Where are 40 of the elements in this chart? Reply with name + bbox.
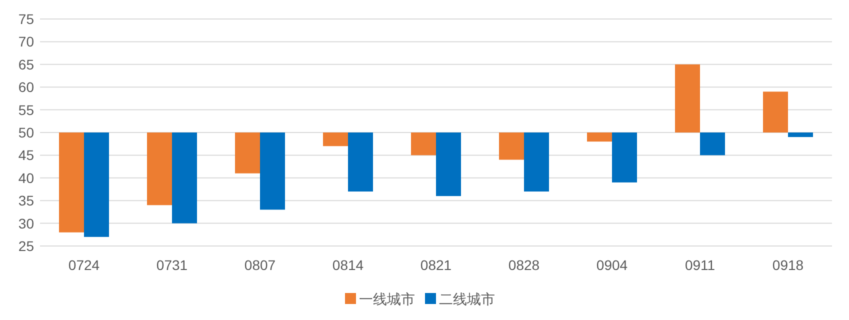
y-tick-label: 75 (18, 11, 34, 27)
bar (348, 132, 373, 192)
legend-label: 二线城市 (439, 291, 495, 307)
y-tick-label: 70 (18, 34, 34, 50)
y-tick-label: 65 (18, 56, 34, 72)
x-tick-label: 0814 (332, 257, 364, 273)
x-tick-label: 0904 (596, 257, 628, 273)
bar (587, 132, 612, 142)
x-tick-label: 0724 (68, 257, 100, 273)
x-tick-label: 0821 (420, 257, 452, 273)
y-tick-label: 60 (18, 79, 34, 96)
bar (524, 132, 549, 192)
bar (235, 132, 260, 174)
bar (260, 132, 285, 210)
x-tick-label: 0828 (508, 257, 540, 273)
x-tick-label: 0731 (156, 257, 188, 273)
bar (700, 132, 725, 156)
y-tick-label: 50 (18, 124, 34, 140)
y-tick-label: 35 (18, 192, 34, 209)
bar (59, 132, 84, 232)
y-tick-label: 55 (18, 102, 34, 118)
bar (675, 64, 700, 132)
bar (788, 132, 813, 138)
y-tick-label: 45 (18, 147, 34, 164)
x-tick-label: 0911 (684, 257, 716, 273)
bar (612, 132, 637, 182)
bar (763, 92, 788, 132)
y-tick-label: 25 (18, 238, 34, 254)
legend-label: 一线城市 (359, 291, 415, 307)
bar (147, 132, 172, 206)
bar (84, 132, 109, 237)
x-tick-label: 0807 (244, 257, 276, 273)
bar (436, 132, 461, 196)
bar (499, 132, 524, 160)
bar (411, 132, 436, 156)
y-tick-label: 30 (18, 215, 34, 232)
bar (323, 132, 348, 146)
bar (172, 132, 197, 224)
x-tick-label: 0918 (772, 257, 804, 273)
y-tick-label: 40 (18, 170, 34, 186)
